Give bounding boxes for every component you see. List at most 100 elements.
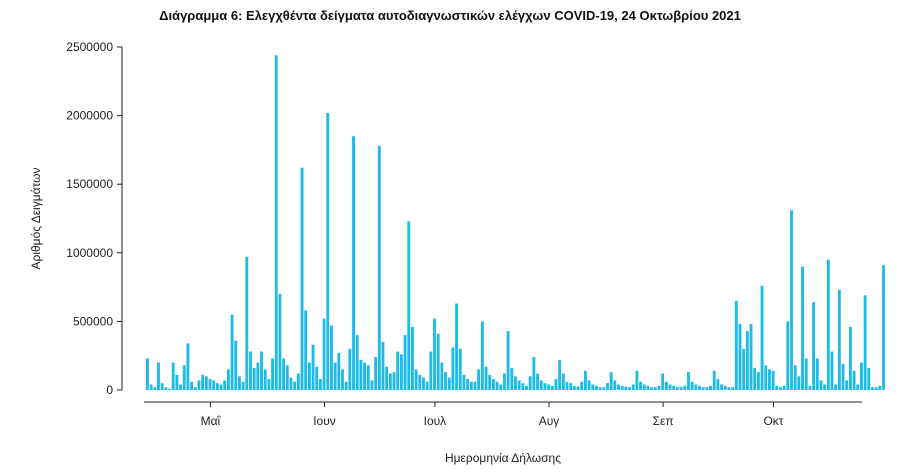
bar: [462, 374, 466, 390]
bar: [753, 368, 757, 390]
bar: [274, 55, 278, 390]
bar: [675, 387, 679, 390]
bar: [771, 370, 775, 390]
bar: [819, 380, 823, 390]
bar: [550, 385, 554, 390]
bar: [503, 373, 506, 390]
bar: [289, 377, 293, 390]
bar: [315, 366, 319, 390]
bar: [403, 335, 407, 390]
bar: [204, 376, 208, 390]
bar: [745, 331, 749, 390]
bar: [871, 387, 874, 390]
bar: [374, 357, 378, 390]
y-axis-title: Αριθμός Δειγμάτων: [29, 167, 43, 269]
bar: [337, 352, 341, 390]
bar: [521, 383, 525, 390]
bar: [779, 387, 782, 390]
bar: [672, 385, 676, 390]
bar: [606, 383, 609, 390]
bar: [212, 380, 216, 390]
bar: [285, 365, 289, 390]
bar: [433, 318, 436, 390]
bar: [219, 384, 223, 390]
bar: [193, 387, 197, 390]
bar: [366, 365, 370, 390]
bar: [506, 331, 510, 390]
bar: [377, 145, 381, 390]
bar: [311, 344, 315, 390]
bar: [197, 380, 201, 390]
bar: [223, 380, 227, 390]
bar: [830, 351, 834, 390]
bar: [815, 358, 819, 390]
bar: [668, 384, 672, 390]
bar: [469, 381, 473, 390]
bar: [146, 358, 149, 390]
bar: [646, 385, 650, 390]
bar: [657, 385, 661, 390]
bar: [775, 385, 779, 390]
x-tick-label: Ιουλ: [424, 414, 447, 428]
bar: [359, 359, 363, 390]
bar: [583, 370, 587, 390]
bar: [418, 374, 422, 390]
bar: [580, 381, 584, 390]
bar: [698, 385, 701, 390]
bar: [488, 374, 492, 390]
bar: [793, 365, 797, 390]
bar: [701, 387, 705, 390]
bar: [642, 384, 646, 390]
bar: [679, 387, 683, 390]
bar: [804, 358, 808, 390]
bar: [201, 374, 205, 390]
bar: [834, 384, 838, 390]
bar: [260, 351, 263, 390]
bar: [208, 379, 212, 390]
bar: [296, 373, 300, 390]
bar: [190, 381, 194, 390]
bar: [348, 348, 352, 390]
bar: [318, 379, 322, 390]
bar: [602, 387, 606, 390]
bars-group: [146, 55, 885, 391]
bar: [837, 289, 841, 390]
bar: [333, 362, 337, 390]
bar: [595, 385, 598, 390]
bar: [249, 351, 252, 390]
bar: [690, 381, 694, 390]
x-tick-label: Ιουν: [313, 414, 336, 428]
bar: [422, 377, 425, 390]
bar: [256, 362, 260, 390]
bar: [723, 385, 727, 390]
bar: [782, 385, 786, 390]
bar: [396, 351, 400, 390]
bar: [447, 377, 451, 390]
bar: [867, 368, 871, 390]
bar: [845, 380, 849, 390]
bar: [164, 387, 168, 390]
x-tick-label: Οκτ: [763, 414, 783, 428]
bar: [547, 384, 551, 390]
bar: [591, 384, 595, 390]
bar: [407, 221, 411, 390]
bar: [558, 359, 562, 390]
bar: [399, 354, 403, 390]
bar: [510, 368, 514, 390]
y-tick-label: 2000000: [66, 109, 113, 123]
bar: [631, 384, 635, 390]
bar: [716, 379, 720, 390]
bar: [554, 379, 558, 390]
bar: [175, 374, 179, 390]
bar: [499, 384, 503, 390]
bar: [326, 112, 330, 391]
bar: [650, 387, 654, 390]
bar: [392, 372, 396, 390]
bar: [639, 381, 643, 390]
bar: [620, 385, 624, 390]
bar: [517, 380, 521, 390]
bar: [278, 293, 282, 390]
bar: [436, 333, 440, 390]
bar: [536, 373, 539, 390]
